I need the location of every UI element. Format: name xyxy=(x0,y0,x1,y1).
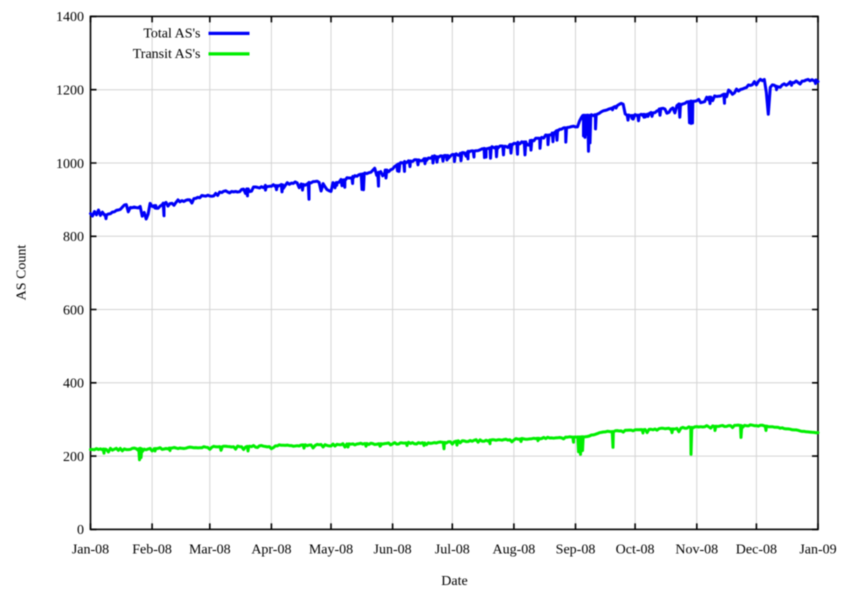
svg-text:400: 400 xyxy=(63,377,84,392)
svg-text:Feb-08: Feb-08 xyxy=(132,543,172,558)
svg-text:1400: 1400 xyxy=(56,10,84,25)
svg-text:600: 600 xyxy=(63,303,84,318)
svg-text:Jun-08: Jun-08 xyxy=(374,543,412,558)
svg-text:Total AS's: Total AS's xyxy=(143,26,200,41)
svg-text:Mar-08: Mar-08 xyxy=(189,543,231,558)
svg-text:800: 800 xyxy=(63,230,84,245)
svg-text:Dec-08: Dec-08 xyxy=(736,543,777,558)
svg-text:Jan-09: Jan-09 xyxy=(799,543,836,558)
svg-text:Aug-08: Aug-08 xyxy=(493,543,536,558)
svg-text:0: 0 xyxy=(77,523,84,538)
svg-text:1200: 1200 xyxy=(56,84,84,99)
svg-text:1000: 1000 xyxy=(56,157,84,172)
svg-text:200: 200 xyxy=(63,450,84,465)
svg-text:Jan-08: Jan-08 xyxy=(72,543,109,558)
svg-text:Sep-08: Sep-08 xyxy=(556,543,596,558)
svg-text:May-08: May-08 xyxy=(309,543,353,558)
svg-text:Transit AS's: Transit AS's xyxy=(133,47,201,62)
svg-text:Oct-08: Oct-08 xyxy=(616,543,655,558)
svg-text:Date: Date xyxy=(441,574,467,589)
svg-text:Apr-08: Apr-08 xyxy=(251,543,291,558)
svg-text:Jul-08: Jul-08 xyxy=(435,543,470,558)
svg-text:AS Count: AS Count xyxy=(15,245,30,301)
svg-text:Nov-08: Nov-08 xyxy=(675,543,718,558)
